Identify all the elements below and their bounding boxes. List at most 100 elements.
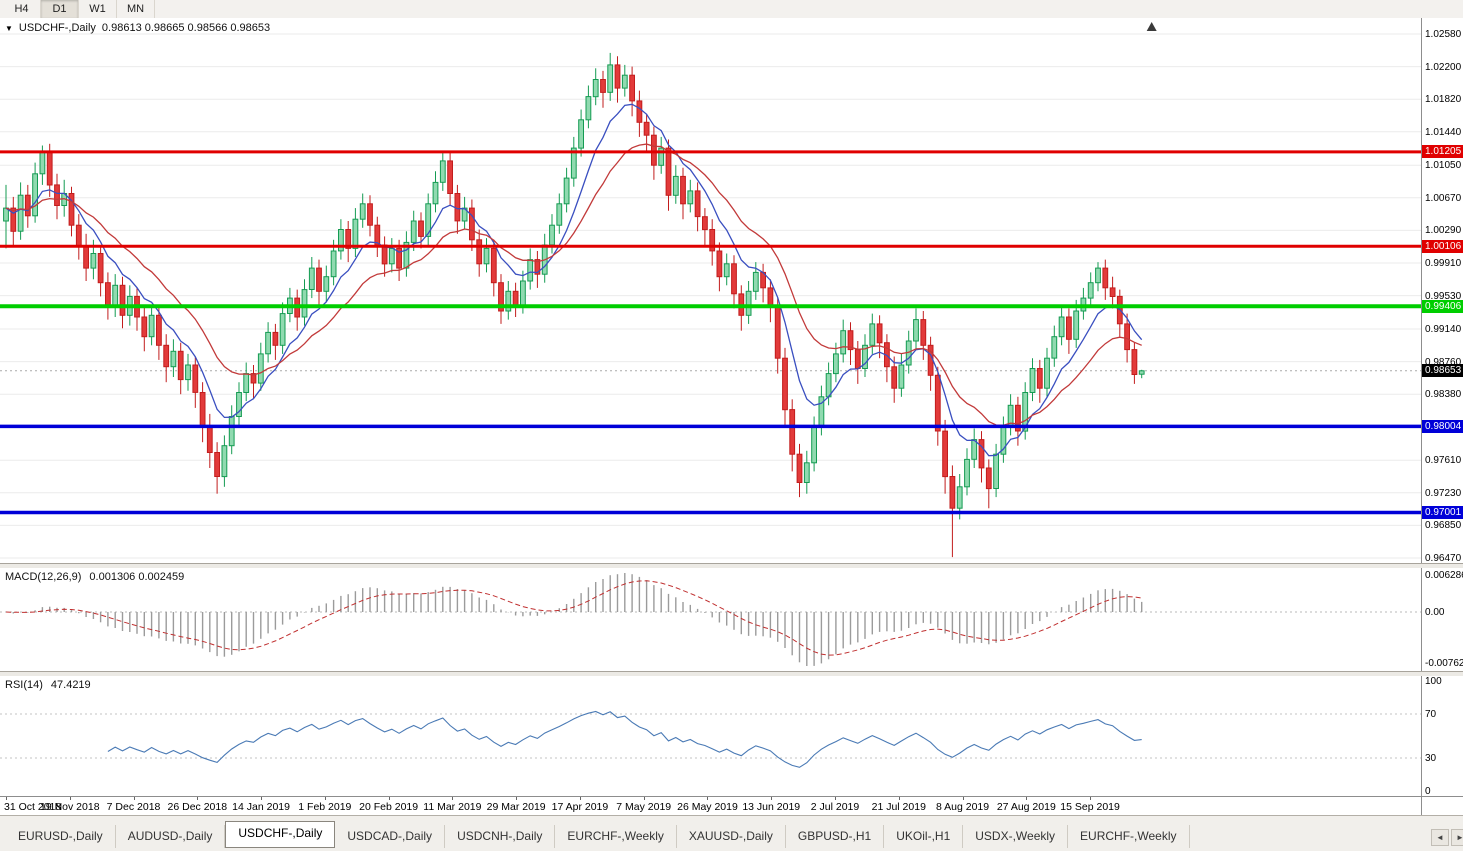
macd-name: MACD(12,26,9) — [5, 571, 82, 583]
date-label: 14 Jan 2019 — [232, 801, 290, 813]
macd-axis-label: 0.006286 — [1425, 570, 1463, 581]
macd-label: MACD(12,26,9) 0.001306 0.002459 — [5, 571, 184, 583]
price-line-badge: 0.99406 — [1422, 299, 1463, 313]
macd-value-axis: 0.006286 0.00 -0.00762 — [1421, 568, 1463, 671]
date-label: 21 Jul 2019 — [871, 801, 926, 813]
rsi-value: 47.4219 — [50, 679, 91, 691]
rsi-canvas[interactable] — [0, 676, 1421, 796]
date-label: 8 Aug 2019 — [935, 801, 990, 813]
price-axis-label: 1.01820 — [1425, 94, 1462, 106]
date-tick — [197, 797, 199, 800]
chart-tab-3-usdcad-daily[interactable]: USDCAD-,Daily — [335, 825, 446, 848]
macd-canvas[interactable] — [0, 568, 1421, 671]
chart-tab-7-gbpusd-h1[interactable]: GBPUSD-,H1 — [786, 825, 885, 848]
price-axis-label: 1.02200 — [1425, 61, 1462, 73]
date-label: 20 Feb 2019 — [359, 801, 419, 813]
chart-symbol: USDCHF-,Daily — [18, 22, 96, 34]
chart-tab-0-eurusd-daily[interactable]: EURUSD-,Daily — [6, 825, 116, 848]
date-tick — [6, 797, 7, 800]
main-chart-panel: ▼ USDCHF-,Daily 0.98613 0.98665 0.98566 … — [0, 18, 1463, 564]
date-tick — [643, 797, 645, 800]
tab-scroll-right-button[interactable]: ► — [1451, 829, 1463, 846]
chart-tab-5-eurchf-weekly[interactable]: EURCHF-,Weekly — [555, 825, 677, 848]
price-axis-label: 1.02580 — [1425, 29, 1462, 40]
chart-tab-8-ukoil-h1[interactable]: UKOil-,H1 — [884, 825, 964, 848]
price-axis-label: 1.01050 — [1425, 160, 1462, 172]
price-axis-label: 0.97610 — [1425, 455, 1462, 467]
price-axis-label: 0.97230 — [1425, 487, 1462, 499]
date-tick — [771, 797, 773, 800]
date-label: 29 Mar 2019 — [486, 801, 546, 813]
date-tick — [133, 797, 135, 800]
macd-panel: MACD(12,26,9) 0.001306 0.002459 0.006286… — [0, 568, 1463, 671]
chart-tab-9-usdx-weekly[interactable]: USDX-,Weekly — [963, 825, 1069, 848]
price-line-badge: 0.98004 — [1422, 419, 1463, 433]
main-chart-canvas[interactable] — [0, 18, 1421, 563]
rsi-label: RSI(14) 47.4219 — [5, 679, 91, 691]
rsi-name: RSI(14) — [5, 679, 43, 691]
chart-tab-bar: EURUSD-,Daily AUDUSD-,Daily USDCHF-,Daily U… — [0, 815, 1463, 851]
rsi-axis-label: 0 — [1425, 786, 1431, 797]
date-label: 13 Jun 2019 — [742, 801, 801, 813]
price-axis-label: 0.98760 — [1425, 356, 1462, 368]
date-axis-labels: 31 Oct 2018 19 Nov 2018 7 Dec 2018 26 Dec 2… — [0, 797, 1421, 816]
price-axis-label: 0.96850 — [1425, 520, 1462, 532]
macd-axis-label: -0.00762 — [1425, 658, 1463, 669]
rsi-value-axis: 100 70 30 0 — [1421, 676, 1463, 797]
tab-scroll-left-button[interactable]: ◄ — [1431, 829, 1449, 846]
price-line-badge: 1.01205 — [1422, 145, 1463, 159]
date-tick — [579, 797, 581, 800]
date-tick — [1026, 797, 1028, 800]
price-line-badge: 1.00106 — [1422, 239, 1463, 253]
price-axis-label: 1.01440 — [1425, 126, 1462, 138]
chart-tab-10-eurchf-weekly[interactable]: EURCHF-,Weekly — [1068, 825, 1190, 848]
date-label: 31 Oct 2018 — [4, 801, 62, 813]
date-label: 2 Jul 2019 — [810, 801, 860, 813]
date-label: 26 May 2019 — [677, 801, 738, 813]
price-axis-label: 0.96470 — [1425, 553, 1462, 564]
macd-values: 0.001306 0.002459 — [89, 571, 185, 583]
date-label: 19 Nov 2018 — [39, 801, 100, 813]
date-tick — [388, 797, 390, 800]
chart-tab-6-xauusd-daily[interactable]: XAUUSD-,Daily — [677, 825, 786, 848]
date-tick — [452, 797, 454, 800]
rsi-panel: RSI(14) 47.4219 100 70 30 0 — [0, 676, 1463, 797]
rsi-axis-label: 70 — [1425, 709, 1437, 720]
date-label: 1 Feb 2019 — [298, 801, 352, 813]
date-label: 11 Mar 2019 — [423, 801, 482, 813]
date-label: 7 May 2019 — [616, 801, 672, 813]
chart-tab-1-audusd-daily[interactable]: AUDUSD-,Daily — [116, 825, 226, 848]
chart-tab-2-usdchf-daily[interactable]: USDCHF-,Daily — [225, 821, 336, 848]
timeframe-button-d1[interactable]: D1 — [41, 0, 79, 18]
macd-axis-label: 0.00 — [1425, 606, 1445, 618]
date-label: 27 Aug 2019 — [996, 801, 1056, 813]
timeframe-toolbar: H4 D1 W1 MN — [0, 0, 1463, 19]
rsi-axis-label: 30 — [1425, 753, 1437, 764]
price-axis[interactable]: 1.02580 1.02200 1.01820 1.01440 1.01050 1.006… — [1421, 18, 1463, 564]
date-tick — [835, 797, 836, 800]
rsi-axis-label: 100 — [1425, 676, 1442, 687]
price-axis-label: 0.99140 — [1425, 324, 1462, 336]
tab-scroll-arrows: ◄ ► — [1431, 829, 1463, 848]
price-axis-label: 0.99910 — [1425, 257, 1462, 269]
timeframe-button-mn[interactable]: MN — [117, 0, 155, 18]
date-axis[interactable]: 31 Oct 2018 19 Nov 2018 7 Dec 2018 26 Dec 2… — [0, 796, 1463, 816]
chart-symbol-ohlc: ▼ USDCHF-,Daily 0.98613 0.98665 0.98566 … — [5, 22, 270, 34]
price-axis-label: 0.99530 — [1425, 290, 1462, 302]
chart-dropdown-icon[interactable]: ▼ — [5, 23, 13, 33]
timeframe-button-h4[interactable]: H4 — [3, 0, 41, 18]
date-label: 15 Sep 2019 — [1060, 801, 1120, 813]
date-label: 17 Apr 2019 — [551, 801, 609, 813]
current-price-badge: 0.98653 — [1422, 364, 1463, 378]
date-label: 7 Dec 2018 — [106, 801, 161, 813]
date-tick — [516, 797, 518, 800]
date-tick — [324, 797, 326, 800]
chart-tab-4-usdcnh-daily[interactable]: USDCNH-,Daily — [445, 825, 556, 848]
date-tick — [898, 797, 900, 800]
price-axis-label: 1.00290 — [1425, 225, 1462, 237]
price-line-badge: 0.97001 — [1422, 505, 1463, 519]
date-tick — [707, 797, 709, 800]
timeframe-button-w1[interactable]: W1 — [79, 0, 117, 18]
chart-ohlc-readout: 0.98613 0.98665 0.98566 0.98653 — [101, 22, 271, 34]
